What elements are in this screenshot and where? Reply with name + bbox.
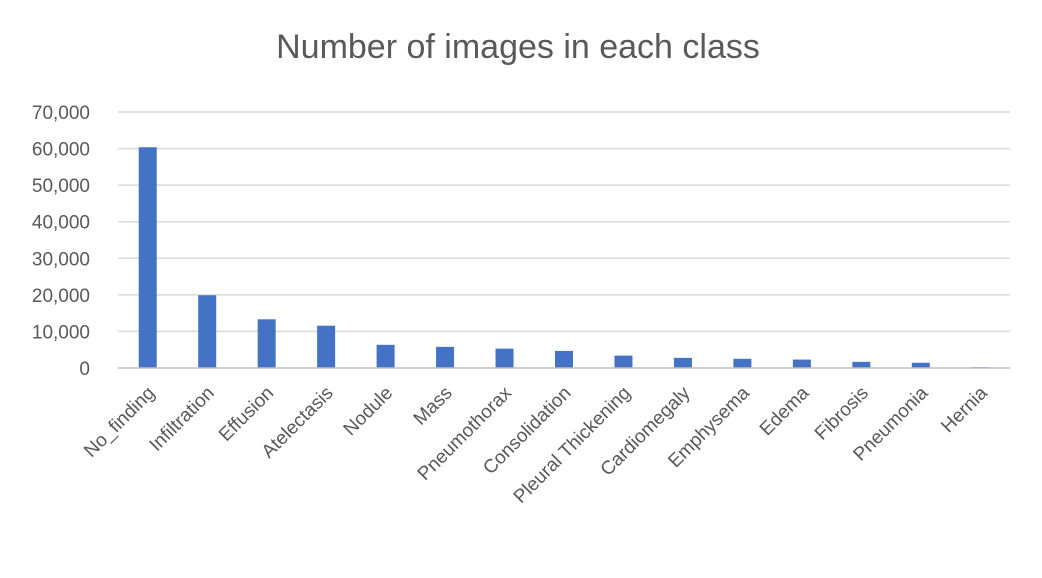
y-tick-label: 0	[79, 359, 90, 380]
chart-title: Number of images in each class	[276, 28, 760, 66]
bar-cardiomegaly	[673, 357, 692, 368]
x-category-label: Hernia	[937, 382, 992, 437]
y-axis-tick-labels: 0 10,000 20,000 30,000 40,000 50,000 60,000 70,…	[32, 103, 90, 380]
y-tick-label: 10,000	[32, 322, 90, 343]
bar-nodule	[376, 344, 395, 368]
bar-edema	[792, 359, 811, 368]
bar-infiltration	[198, 295, 217, 368]
gridlines	[118, 111, 1010, 333]
x-category-label: Mass	[410, 383, 457, 430]
y-tick-label: 20,000	[32, 286, 90, 307]
y-tick-label: 50,000	[32, 176, 90, 197]
bar-consolidation	[555, 350, 573, 368]
bar-no-finding	[138, 147, 157, 368]
bar-pleural-thickening	[614, 355, 633, 368]
y-tick-label: 70,000	[32, 103, 90, 124]
x-category-label: Infiltration	[146, 383, 219, 456]
bar-pneumothorax	[495, 348, 514, 368]
y-tick-label: 30,000	[32, 249, 90, 270]
bar-pneumonia	[911, 362, 930, 368]
bar-effusion	[257, 319, 276, 368]
x-category-label: Edema	[756, 382, 814, 440]
bar-atelectasis	[317, 325, 336, 368]
x-category-label: No_finding	[80, 383, 159, 462]
x-category-label: Nodule	[340, 383, 397, 440]
bar-emphysema	[733, 358, 752, 368]
bar-mass	[436, 346, 455, 368]
y-tick-label: 40,000	[32, 213, 90, 234]
y-tick-label: 60,000	[32, 140, 90, 161]
bars	[138, 147, 990, 369]
x-axis-category-labels: No_findingInfiltrationEffusionAtelectasi…	[80, 382, 992, 507]
bar-fibrosis	[852, 361, 871, 368]
